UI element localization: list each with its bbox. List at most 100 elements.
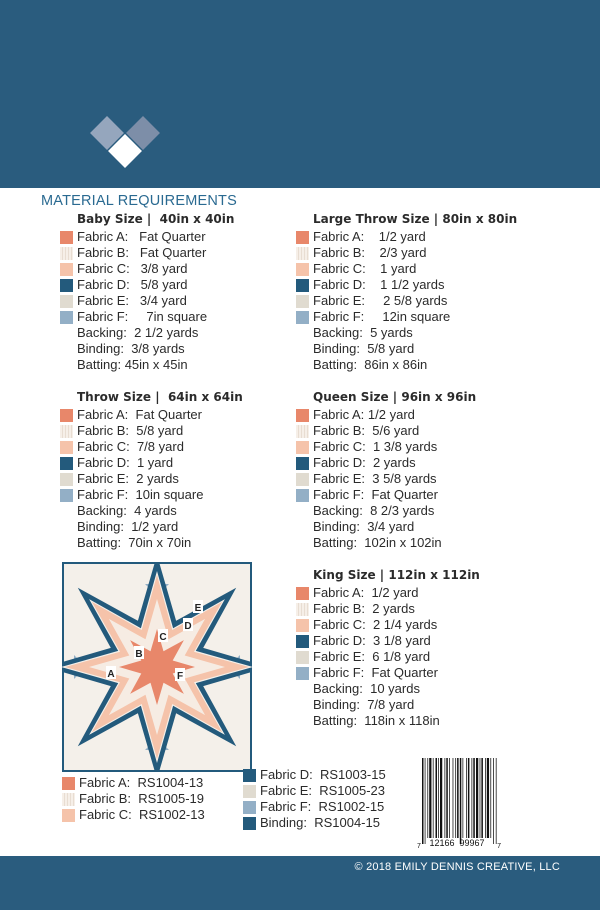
barcode-digits: 99967 xyxy=(459,838,484,848)
list-item: Binding: 7/8 yard xyxy=(296,697,480,713)
fabric-b-swatch xyxy=(60,424,73,438)
fabric-f-swatch xyxy=(60,488,73,502)
requirement-text: Fabric D: 5/8 yard xyxy=(77,277,188,292)
requirement-text: Binding: 7/8 yard xyxy=(313,697,415,712)
requirement-text: Fabric C: RS1002-13 xyxy=(79,807,205,822)
list-item: Fabric D: 2 yards xyxy=(296,455,476,471)
barcode-bar xyxy=(427,758,429,838)
list-item: Fabric C: 7/8 yard xyxy=(60,439,243,455)
requirement-text: Batting: 86in x 86in xyxy=(313,357,428,372)
requirement-text: Fabric D: 1 1/2 yards xyxy=(313,277,445,292)
list-item: Batting: 45in x 45in xyxy=(60,357,234,373)
requirement-text: Fabric F: Fat Quarter xyxy=(313,665,438,680)
size-baby: Baby Size | 40in x 40in Fabric A: Fat Qua… xyxy=(60,211,234,373)
barcode-bar xyxy=(459,758,462,844)
list-item: Fabric C: 1 yard xyxy=(296,261,517,277)
requirement-text: Binding: 3/8 yards xyxy=(77,341,185,356)
list-item: Backing: 5 yards xyxy=(296,325,517,341)
list-item: Fabric E: RS1005-23 xyxy=(243,783,386,799)
fabric-c-swatch xyxy=(62,808,75,822)
fabric-d-swatch xyxy=(60,456,73,470)
list-item: Fabric C: RS1002-13 xyxy=(62,807,205,823)
quilt-label-f: F xyxy=(177,671,183,682)
requirement-text: Fabric C: 3/8 yard xyxy=(77,261,188,276)
list-item: Fabric C: 2 1/4 yards xyxy=(296,617,480,633)
list-item: Fabric D: 5/8 yard xyxy=(60,277,234,293)
list-item: Batting: 102in x 102in xyxy=(296,535,476,551)
list-item: Fabric D: 3 1/8 yard xyxy=(296,633,480,649)
fabric-d-swatch xyxy=(243,816,256,830)
requirement-text: Fabric D: 3 1/8 yard xyxy=(313,633,431,648)
quilt-label-bg xyxy=(106,666,116,679)
list-item: Batting: 70in x 70in xyxy=(60,535,243,551)
list-item: Fabric E: 3/4 yard xyxy=(60,293,234,309)
fabric-f-swatch xyxy=(296,666,309,680)
list-item: Fabric A: Fat Quarter xyxy=(60,407,243,423)
requirement-text: Fabric F: Fat Quarter xyxy=(313,487,438,502)
barcode-digits: 7 xyxy=(417,843,421,850)
fabric-d-swatch xyxy=(243,768,256,782)
requirement-text: Backing: 4 yards xyxy=(77,503,177,518)
requirement-text: Backing: 2 1/2 yards xyxy=(77,325,199,340)
list-item: Fabric F: 7in square xyxy=(60,309,234,325)
footer-band xyxy=(0,856,600,910)
barcode-bar xyxy=(429,758,432,838)
list-item: Fabric F: 12in square xyxy=(296,309,517,325)
fabric-a-swatch xyxy=(296,586,309,600)
quilt-label-e: E xyxy=(195,603,202,614)
requirement-text: Fabric D: RS1003-15 xyxy=(260,767,386,782)
barcode-bar xyxy=(452,758,454,838)
header-band xyxy=(0,0,600,188)
size-title: Queen Size | 96in x 96in xyxy=(313,390,477,404)
barcode-bar xyxy=(493,758,494,844)
fabric-d-swatch xyxy=(60,278,73,292)
fabric-b-swatch xyxy=(62,792,75,806)
requirement-text: Backing: 10 yards xyxy=(313,681,420,696)
list-item: Batting: 86in x 86in xyxy=(296,357,517,373)
fabric-legend-left: Fabric A: RS1004-13 Fabric B: RS1005-19 Fa… xyxy=(62,775,205,823)
size-title: King Size | 112in x 112in xyxy=(313,568,480,582)
requirement-text: Fabric F: RS1002-15 xyxy=(260,799,385,814)
list-item: Fabric C: 1 3/8 yards xyxy=(296,439,476,455)
requirement-text: Fabric A: 1/2 yard xyxy=(313,585,419,600)
fabric-b-swatch xyxy=(296,246,309,260)
fabric-d-swatch xyxy=(296,278,309,292)
fabric-a-swatch xyxy=(296,230,309,244)
quilt-label-bg xyxy=(158,629,168,642)
requirement-text: Fabric A: 1/2 yard xyxy=(313,407,415,422)
barcode-bar xyxy=(473,758,475,838)
requirement-text: Fabric E: 6 1/8 yard xyxy=(313,649,431,664)
requirement-text: Fabric E: RS1005-23 xyxy=(260,783,386,798)
quilt-label-b: B xyxy=(135,649,142,660)
fabric-f-swatch xyxy=(243,800,256,814)
requirement-text: Fabric C: 2 1/4 yards xyxy=(313,617,438,632)
list-item: Fabric A: 1/2 yard xyxy=(296,585,480,601)
barcode-bar xyxy=(432,758,434,838)
fabric-c-swatch xyxy=(296,262,309,276)
list-item: Fabric D: 1 1/2 yards xyxy=(296,277,517,293)
list-item: Fabric F: RS1002-15 xyxy=(243,799,386,815)
requirement-text: Fabric B: Fat Quarter xyxy=(77,245,207,260)
fabric-e-swatch xyxy=(296,294,309,308)
fabric-e-swatch xyxy=(60,472,73,486)
requirement-text: Batting: 45in x 45in xyxy=(77,357,188,372)
fabric-c-swatch xyxy=(296,618,309,632)
fabric-e-swatch xyxy=(60,294,73,308)
list-item: Binding: 3/4 yard xyxy=(296,519,476,535)
requirement-text: Fabric C: 7/8 yard xyxy=(77,439,184,454)
requirement-text: Fabric C: 1 3/8 yards xyxy=(313,439,438,454)
quilt-label-a: A xyxy=(107,669,114,680)
list-item: Fabric A: RS1004-13 xyxy=(62,775,205,791)
size-large-throw: Large Throw Size | 80in x 80in Fabric A: … xyxy=(296,211,517,373)
barcode-bar xyxy=(481,758,483,838)
requirement-text: Fabric B: 5/6 yard xyxy=(313,423,420,438)
barcode-bar xyxy=(435,758,437,838)
requirement-text: Fabric E: 2 yards xyxy=(77,471,179,486)
list-item: Backing: 2 1/2 yards xyxy=(60,325,234,341)
fabric-b-swatch xyxy=(296,602,309,616)
list-item: Binding: 1/2 yard xyxy=(60,519,243,535)
requirement-text: Batting: 102in x 102in xyxy=(313,535,442,550)
list-item: Fabric A: 1/2 yard xyxy=(296,407,476,423)
quilt-label-bg xyxy=(175,668,185,681)
barcode-digits: 7 xyxy=(497,843,501,850)
